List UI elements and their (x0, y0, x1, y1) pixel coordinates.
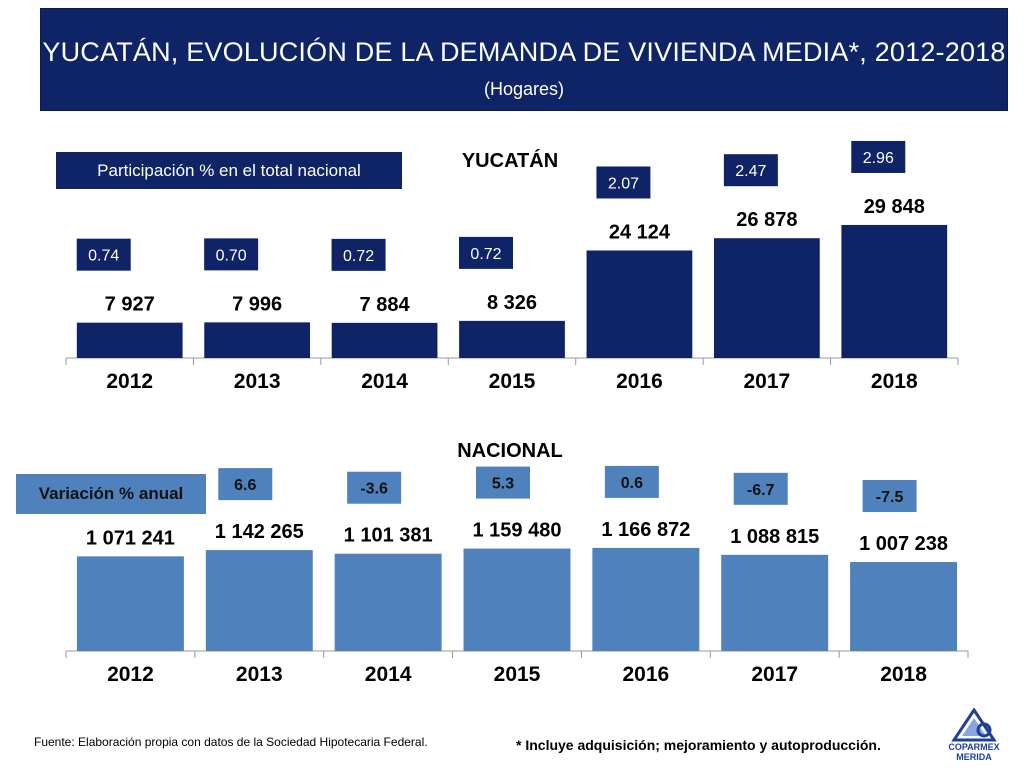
nacional-category-label: 2015 (494, 663, 541, 686)
nacional-category-label: 2012 (107, 663, 154, 686)
yucatan-pct-label: 0.70 (216, 247, 247, 264)
logo-line-1: COPARMEX (948, 742, 1000, 752)
nacional-bar (850, 562, 958, 651)
yucatan-pct-label: 0.72 (343, 248, 374, 265)
page-subtitle: (Hogares) (483, 79, 565, 99)
yucatan-pct-box (204, 238, 259, 271)
yucatan-value-label: 26 878 (736, 209, 797, 231)
nacional-bar (592, 547, 700, 651)
nacional-pct-label: 6.6 (234, 477, 256, 494)
title-banner: YUCATÁN, EVOLUCIÓN DE LA DEMANDA DE VIVI… (40, 8, 1008, 111)
participation-legend-box: Participación % en el total nacional (56, 152, 402, 189)
nacional-pct-label: -7.5 (876, 489, 904, 506)
nacional-bar (205, 550, 313, 651)
yucatan-pct-label: 0.74 (88, 248, 119, 265)
yucatan-category-label: 2014 (361, 370, 408, 393)
yucatan-category-label: 2016 (616, 370, 663, 393)
yucatan-bar (331, 322, 438, 358)
nacional-bar (721, 554, 829, 651)
yucatan-category-label: 2015 (489, 370, 536, 393)
yucatan-bar (204, 322, 311, 358)
nacional-pct-label: 0.6 (621, 475, 643, 492)
nacional-value-label: 1 071 241 (86, 527, 175, 549)
nacional-pct-label: -6.7 (747, 482, 775, 499)
yucatan-pct-label: 2.47 (735, 163, 766, 180)
yucatan-category-label: 2012 (106, 370, 153, 393)
nacional-chart-title: NACIONAL (457, 440, 563, 462)
nacional-category-label: 2017 (751, 663, 798, 686)
yucatan-value-label: 7 927 (105, 294, 155, 316)
yucatan-pct-box (459, 236, 513, 269)
yucatan-pct-label: 0.72 (470, 246, 501, 263)
coparmex-logo-icon (951, 708, 997, 742)
source-note: Fuente: Elaboración propia con datos de … (34, 735, 428, 749)
nacional-pct-box (862, 480, 917, 513)
yucatan-pct-box (76, 238, 131, 271)
yucatan-bar (459, 320, 565, 358)
nacional-pct-box (604, 465, 659, 498)
nacional-pct-label: 5.3 (492, 476, 514, 493)
yucatan-value-label: 8 326 (487, 292, 537, 314)
yucatan-bar (713, 238, 820, 358)
logo-line-2: MERIDA (956, 752, 992, 762)
yucatan-bar (841, 224, 948, 358)
yucatan-value-label: 24 124 (609, 221, 671, 243)
footnote: * Incluye adquisición; mejoramiento y au… (516, 737, 881, 753)
yucatan-category-label: 2018 (871, 370, 918, 393)
yucatan-category-label: 2013 (234, 370, 281, 393)
page-title: YUCATÁN, EVOLUCIÓN DE LA DEMANDA DE VIVI… (42, 37, 1006, 67)
nacional-category-label: 2014 (365, 663, 412, 686)
yucatan-pct-box (596, 166, 651, 199)
nacional-bar (76, 556, 184, 651)
nacional-value-label: 1 007 238 (859, 533, 948, 555)
yucatan-bar (76, 322, 183, 358)
annual-variation-legend-box: Variación % anual (16, 474, 206, 514)
nacional-value-label: 1 101 381 (344, 525, 433, 547)
nacional-category-label: 2018 (880, 663, 927, 686)
yucatan-category-label: 2017 (743, 370, 790, 393)
yucatan-pct-label: 2.96 (863, 150, 894, 167)
yucatan-pct-label: 2.07 (608, 175, 639, 192)
yucatan-value-label: 29 848 (864, 196, 925, 218)
yucatan-pct-box (851, 140, 906, 173)
nacional-value-label: 1 159 480 (473, 520, 562, 542)
yucatan-value-label: 7 996 (232, 293, 282, 315)
nacional-value-label: 1 142 265 (215, 521, 304, 543)
nacional-value-label: 1 088 815 (730, 526, 819, 548)
yucatan-value-label: 7 884 (360, 294, 411, 316)
yucatan-bar (586, 250, 693, 358)
nacional-bar (463, 548, 571, 651)
nacional-category-label: 2016 (622, 663, 669, 686)
nacional-pct-box (733, 472, 788, 505)
nacional-pct-label: -3.6 (360, 481, 388, 498)
yucatan-chart-title: YUCATÁN (461, 150, 559, 172)
nacional-category-label: 2013 (236, 663, 283, 686)
yucatan-pct-box (331, 238, 386, 271)
yucatan-pct-box (723, 154, 778, 187)
nacional-pct-box (476, 466, 530, 499)
coparmex-logo: COPARMEX MERIDA (944, 708, 1004, 764)
nacional-pct-box (218, 468, 273, 501)
nacional-pct-box (347, 471, 402, 504)
nacional-bar (334, 553, 442, 651)
nacional-value-label: 1 166 872 (601, 519, 690, 541)
